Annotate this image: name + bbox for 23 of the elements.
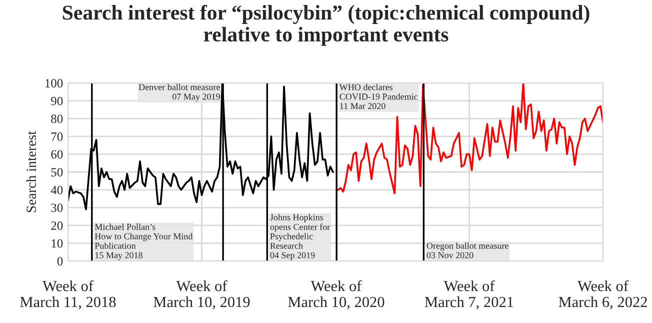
x-tick-label: Week of March 7, 2021 [424,280,514,310]
x-tick-label: Week of March 10, 2019 [154,280,250,310]
x-tick-label: Week of March 10, 2020 [288,280,384,310]
x-tick-label: Week of March 11, 2018 [20,280,116,310]
y-tick-label: 0 [57,257,63,266]
y-axis-title: Search interest [26,131,36,212]
y-tick-label: 50 [51,168,63,176]
y-tick-label: 70 [51,132,63,141]
y-tick-label: 30 [51,204,63,212]
ref-line-label: Johns Hopkins opens Center for Psychedelic Research 04 Sep 2019 [270,214,330,260]
ref-line-label: WHO declares COVID-19 Pandemic 11 Mar 2020 [339,84,418,110]
ref-line-label: Oregon ballot measure 03 Nov 2020 [426,242,508,258]
y-tick-label: 20 [51,221,63,230]
y-tick-label: 10 [52,239,63,248]
y-tick-label: 100 [45,79,63,88]
x-tick-label: Week of March 6, 2022 [558,280,647,310]
ref-line-label: Michael Pollan’s How to Change Your Mind Publication 15 May 2018 [94,224,193,260]
y-tick-label: 90 [51,96,63,106]
ref-line-label: Denver ballot measure 07 May 2019 [138,84,220,102]
y-tick-label: 40 [50,186,63,194]
y-tick-label: 60 [51,150,63,159]
chart-title: Search interest for “psilocybin” (topic:chemical compound) relative to important events [62,4,590,46]
y-tick-label: 80 [51,114,63,124]
